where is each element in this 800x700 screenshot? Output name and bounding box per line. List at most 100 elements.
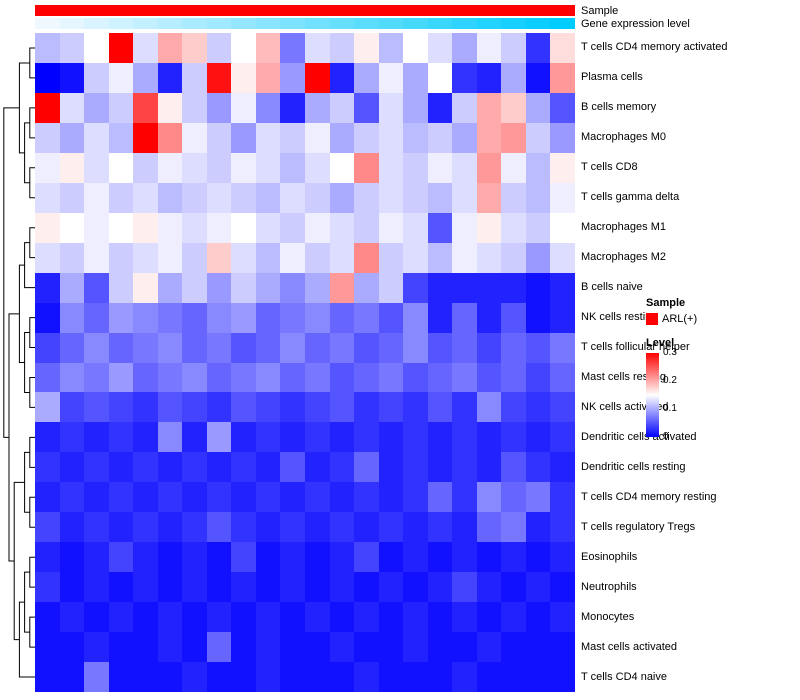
heatmap-cell <box>427 302 453 333</box>
heatmap-cell <box>452 212 477 243</box>
level-tick-label: 0 <box>663 431 669 442</box>
sample-annotation-cell <box>231 5 256 16</box>
heatmap-cell <box>182 512 207 543</box>
heatmap-cell <box>378 152 404 183</box>
heatmap-cell <box>525 482 551 513</box>
heatmap-cell <box>525 212 551 243</box>
heatmap-cell <box>525 242 551 273</box>
heatmap-cell <box>157 332 183 363</box>
heatmap-cell <box>378 542 404 573</box>
row-label: T cells CD8 <box>581 161 638 174</box>
heatmap-cell <box>304 122 330 153</box>
heatmap-cell <box>280 92 305 123</box>
sample-annotation-cell <box>157 5 183 16</box>
heatmap-cell <box>59 302 85 333</box>
heatmap-cell <box>133 482 158 513</box>
heatmap-cell <box>231 242 256 273</box>
sample-annotation-cell <box>255 5 281 16</box>
heatmap-cell <box>108 632 134 663</box>
heatmap-cell <box>231 362 256 393</box>
heatmap-cell <box>157 632 183 663</box>
heatmap-cell <box>108 602 134 633</box>
heatmap-cell <box>329 302 355 333</box>
heatmap-cell <box>378 62 404 93</box>
heatmap-cell <box>157 182 183 213</box>
heatmap-cell <box>304 182 330 213</box>
heatmap-cell <box>59 92 85 123</box>
heatmap-cell <box>501 572 526 603</box>
heatmap-cell <box>59 122 85 153</box>
heatmap-cell <box>255 422 281 453</box>
row-label: Dendritic cells activated <box>581 430 697 443</box>
heatmap-cell <box>329 452 355 483</box>
heatmap-cell <box>403 512 428 543</box>
heatmap-cell <box>35 212 60 243</box>
heatmap-cell <box>206 542 232 573</box>
row-label: Eosinophils <box>581 550 638 563</box>
heatmap-cell <box>525 662 551 692</box>
heatmap-cell <box>59 182 85 213</box>
heatmap-cell <box>84 272 109 303</box>
heatmap-cell <box>378 632 404 663</box>
heatmap-cell <box>157 572 183 603</box>
heatmap-cell <box>550 392 575 423</box>
heatmap-cell <box>84 662 109 692</box>
heatmap-cell <box>550 212 575 243</box>
heatmap-cell <box>206 33 232 63</box>
heatmap-cell <box>35 152 60 183</box>
heatmap-cell <box>378 572 404 603</box>
heatmap-cell <box>59 452 85 483</box>
heatmap-cell <box>35 272 60 303</box>
heatmap-cell <box>133 422 158 453</box>
level-colorbar-wrap: 0.3 0.2 0.1 0 <box>646 348 697 442</box>
heatmap-cell <box>280 122 305 153</box>
heatmap-cell <box>354 242 379 273</box>
heatmap-cell <box>501 332 526 363</box>
heatmap-cell <box>329 632 355 663</box>
heatmap-cell <box>354 92 379 123</box>
heatmap-cell <box>280 542 305 573</box>
heatmap-cell <box>403 392 428 423</box>
heatmap-cell <box>108 422 134 453</box>
heatmap-cell <box>354 302 379 333</box>
heatmap-cell <box>550 122 575 153</box>
heatmap-cell <box>35 452 60 483</box>
heatmap-cell <box>35 572 60 603</box>
heatmap-cell <box>354 62 379 93</box>
heatmap-cell <box>84 362 109 393</box>
heatmap-cell <box>476 152 502 183</box>
heatmap-cell <box>427 542 453 573</box>
heatmap-cell <box>108 362 134 393</box>
expression-annotation-cell <box>550 18 576 29</box>
heatmap-cell <box>206 572 232 603</box>
heatmap-cell <box>354 422 379 453</box>
heatmap-cell <box>133 512 158 543</box>
heatmap-cell <box>157 242 183 273</box>
heatmap-cell <box>182 392 207 423</box>
heatmap-cell <box>84 422 109 453</box>
heatmap-cell <box>280 422 305 453</box>
heatmap-cell <box>182 212 207 243</box>
heatmap-cell <box>59 662 85 692</box>
heatmap-cell <box>378 272 404 303</box>
heatmap-cell <box>525 452 551 483</box>
heatmap-cell <box>525 33 551 63</box>
heatmap-cell <box>255 33 281 63</box>
heatmap-cell <box>476 33 502 63</box>
heatmap-cell <box>403 422 428 453</box>
heatmap-cell <box>501 542 526 573</box>
heatmap-cell <box>501 632 526 663</box>
heatmap-cell <box>354 572 379 603</box>
heatmap-cell <box>84 62 109 93</box>
heatmap-cell <box>550 452 575 483</box>
legend-sample-item: ARL(+) <box>646 313 697 325</box>
heatmap-cell <box>304 62 330 93</box>
row-label: Neutrophils <box>581 580 637 593</box>
heatmap-cell <box>255 152 281 183</box>
row-label: NK cells resting <box>581 311 658 324</box>
heatmap-cell <box>427 92 453 123</box>
heatmap-cell <box>354 152 379 183</box>
expression-annotation-cell <box>280 18 306 29</box>
annotation-label-sample: Sample <box>581 5 619 17</box>
heatmap-cell <box>354 512 379 543</box>
